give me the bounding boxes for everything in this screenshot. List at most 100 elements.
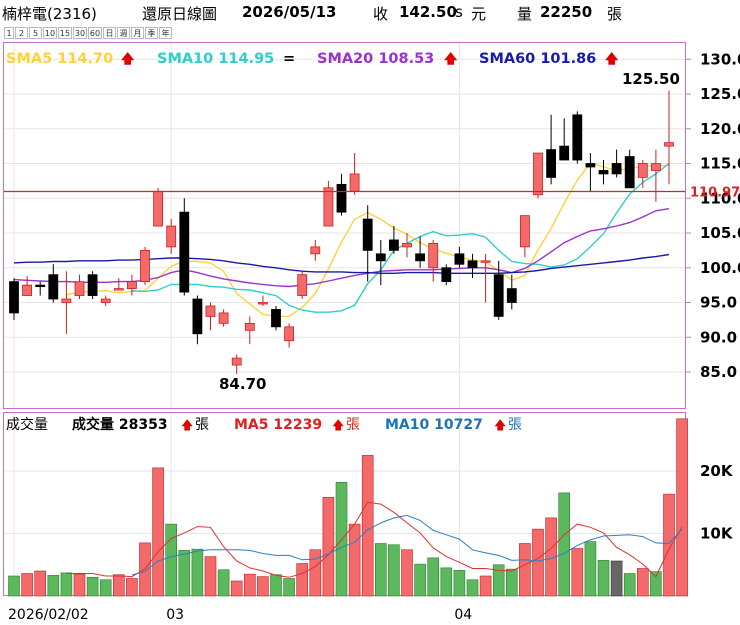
price-tick-label: 100.0 [700, 259, 740, 277]
candle [257, 295, 268, 306]
sma5-value: SMA5 114.70 [6, 51, 113, 67]
volume-bar [296, 563, 309, 597]
candle-body [35, 284, 46, 288]
volume-bar [401, 549, 413, 597]
period-button-5[interactable]: 30 [73, 27, 87, 39]
sma10-legend: SMA10 114.95 [157, 51, 274, 67]
candle-body [74, 281, 85, 296]
volume-bar [636, 568, 649, 597]
volume-bar [47, 575, 60, 597]
volume-today: 成交量 28353 [72, 416, 168, 433]
candle-body [257, 302, 268, 305]
reference-line-label: 110.97 [690, 186, 740, 201]
candle-body [611, 163, 622, 175]
candle [572, 111, 583, 164]
volume-line-ma5 [66, 501, 683, 578]
volume-bar [113, 574, 125, 597]
period-button-1[interactable]: 2 [15, 27, 28, 39]
volume-tick-label: 10K [700, 525, 734, 543]
candle [441, 264, 452, 286]
volume-ma10: MA10 10727 [385, 417, 483, 433]
volume-bar [348, 523, 361, 597]
volume-tick-label: 20K [700, 462, 734, 480]
candle-body [284, 326, 295, 342]
sma-legend: SMA5 114.70 🡅 SMA10 114.95 = SMA20 108.5… [6, 51, 619, 67]
date-axis: 2026/02/02 03 04 [8, 607, 472, 623]
candle-body [546, 149, 556, 178]
volume-bar [676, 418, 688, 597]
candle-body [480, 260, 491, 263]
candle [664, 90, 674, 185]
volume-bar [453, 570, 466, 597]
volume-bar [165, 523, 177, 597]
grid [4, 43, 685, 408]
candle [218, 309, 229, 327]
candle [480, 253, 491, 303]
candle [467, 253, 478, 279]
candle-body [48, 274, 59, 300]
period-button-4[interactable]: 15 [58, 27, 72, 39]
volume-bar [427, 557, 440, 597]
period-button-3[interactable]: 10 [43, 27, 57, 39]
close-unit: 元 [471, 5, 487, 23]
period-button-8[interactable]: 週 [117, 27, 130, 39]
candle-body [467, 260, 478, 269]
volume-bar [204, 556, 217, 597]
candle-body [415, 253, 426, 262]
candle-body [362, 218, 373, 251]
period-button-2[interactable]: 5 [29, 27, 42, 39]
candle [192, 295, 203, 345]
candle [415, 236, 426, 268]
candle-body [651, 163, 661, 171]
period-button-9[interactable]: 月 [131, 27, 144, 39]
candle [323, 180, 334, 227]
candle-body [323, 187, 334, 227]
volume-bar [230, 580, 243, 597]
candle [559, 118, 570, 161]
sma5-legend: SMA5 114.70 [6, 51, 113, 67]
candle-body [664, 142, 674, 147]
candle-body [140, 249, 150, 283]
sma10-arrow: = [283, 51, 295, 67]
candle [533, 152, 543, 199]
candle [179, 198, 190, 296]
candle [362, 205, 373, 282]
period-button-10[interactable]: 季 [145, 27, 158, 39]
sma60-arrow: 🡅 [605, 52, 619, 67]
candle [113, 278, 124, 291]
candle-body [231, 357, 242, 366]
candle [271, 305, 281, 331]
sma20-value: SMA20 108.53 [317, 51, 434, 67]
candle-body [585, 163, 596, 168]
price-axis: 130.0 125.0 120.0 115.0 110.0 105.0 100.0 95.0 9… [686, 50, 740, 381]
candle-body [113, 288, 124, 291]
volume-bar [466, 579, 479, 597]
candle-body [388, 239, 399, 251]
price-panel-frame [3, 42, 686, 409]
volume-line-ma10 [131, 514, 683, 576]
low-label: 84.70 [219, 375, 266, 393]
candle [166, 219, 177, 254]
candle [375, 239, 386, 286]
candle-body [336, 183, 347, 213]
price-tick-label: 110.0 [700, 189, 740, 207]
volume-label: 量 [517, 5, 533, 23]
volume-today-unit: 張 [195, 417, 209, 433]
period-button-7[interactable]: 日 [103, 27, 116, 39]
candle-body [22, 284, 33, 296]
period-button-6[interactable]: 60 [88, 27, 102, 39]
period-button-0[interactable]: 1 [4, 27, 14, 39]
candle [336, 173, 347, 216]
candle [87, 271, 98, 300]
volume-bar [60, 572, 73, 597]
volume-bar [126, 578, 138, 597]
close-label: 收 [373, 5, 389, 23]
candle-body [572, 114, 583, 161]
volume-bar [519, 543, 531, 597]
period-button-11[interactable]: 年 [159, 27, 172, 39]
candle [22, 276, 33, 296]
sma20-legend: SMA20 108.53 [317, 51, 434, 67]
candle-body [493, 274, 504, 317]
sma5-arrow: 🡅 [121, 52, 135, 67]
